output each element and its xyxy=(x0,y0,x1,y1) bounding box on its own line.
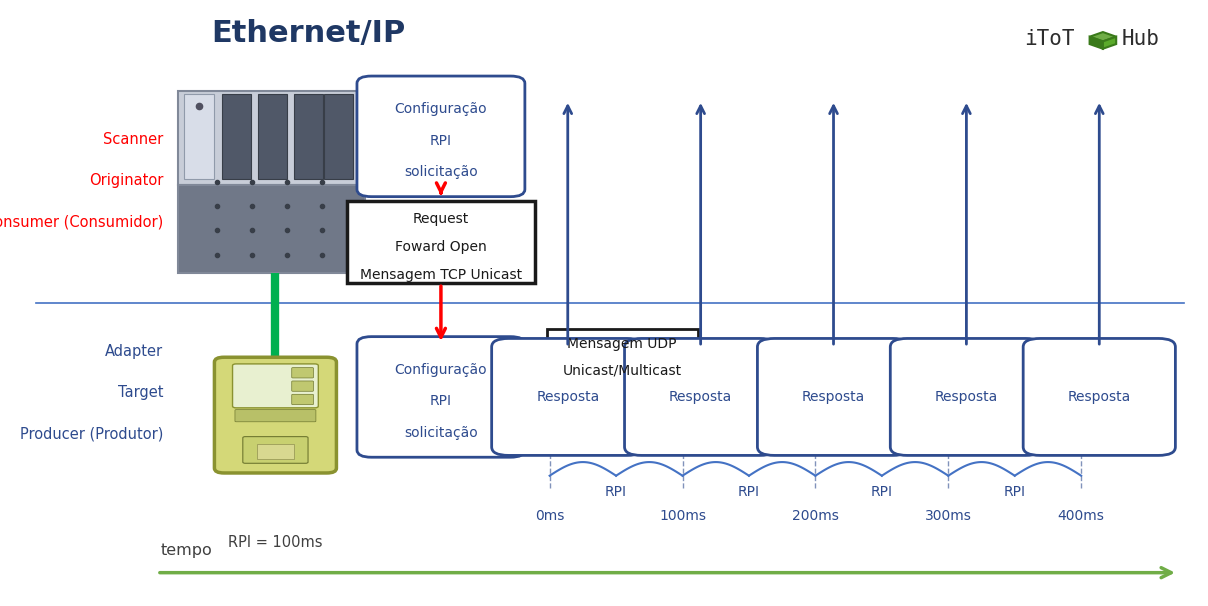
Polygon shape xyxy=(1090,32,1116,41)
Text: Target: Target xyxy=(117,385,163,400)
FancyBboxPatch shape xyxy=(234,410,316,422)
Text: RPI: RPI xyxy=(871,485,893,499)
FancyBboxPatch shape xyxy=(259,94,288,179)
FancyBboxPatch shape xyxy=(1023,338,1175,456)
Text: Adapter: Adapter xyxy=(105,344,163,359)
Text: RPI = 100ms: RPI = 100ms xyxy=(228,535,323,550)
FancyBboxPatch shape xyxy=(222,94,251,179)
Text: Resposta: Resposta xyxy=(1068,390,1131,404)
FancyBboxPatch shape xyxy=(257,444,294,459)
Text: Configuração: Configuração xyxy=(395,102,487,116)
FancyBboxPatch shape xyxy=(358,337,524,458)
FancyBboxPatch shape xyxy=(348,201,534,284)
FancyBboxPatch shape xyxy=(492,338,644,456)
Text: 400ms: 400ms xyxy=(1058,509,1104,523)
Text: Resposta: Resposta xyxy=(536,390,599,404)
FancyBboxPatch shape xyxy=(324,94,354,179)
Text: 100ms: 100ms xyxy=(660,509,705,523)
Polygon shape xyxy=(1103,37,1116,48)
Text: iToT: iToT xyxy=(1024,29,1075,50)
FancyBboxPatch shape xyxy=(295,94,324,179)
Text: RPI: RPI xyxy=(430,133,452,148)
FancyBboxPatch shape xyxy=(625,338,777,456)
Text: RPI: RPI xyxy=(605,485,627,499)
FancyBboxPatch shape xyxy=(179,185,365,273)
Text: Originator: Originator xyxy=(88,173,163,188)
FancyBboxPatch shape xyxy=(292,381,314,391)
Text: 300ms: 300ms xyxy=(925,509,971,523)
FancyBboxPatch shape xyxy=(546,328,698,387)
FancyBboxPatch shape xyxy=(243,436,308,463)
Text: Request: Request xyxy=(413,212,469,227)
Text: Scanner: Scanner xyxy=(103,132,163,147)
FancyBboxPatch shape xyxy=(185,94,215,179)
FancyBboxPatch shape xyxy=(215,358,336,473)
Text: Mensagem TCP Unicast: Mensagem TCP Unicast xyxy=(360,268,522,282)
FancyBboxPatch shape xyxy=(292,395,314,405)
FancyBboxPatch shape xyxy=(757,338,910,456)
Text: Foward Open: Foward Open xyxy=(395,240,487,255)
Text: RPI: RPI xyxy=(1004,485,1026,499)
Text: 0ms: 0ms xyxy=(535,509,564,523)
Text: Unicast/Multicast: Unicast/Multicast xyxy=(563,364,681,378)
FancyBboxPatch shape xyxy=(292,368,314,378)
Text: Resposta: Resposta xyxy=(935,390,998,404)
Text: Resposta: Resposta xyxy=(669,390,732,404)
Text: solicitação: solicitação xyxy=(403,165,478,179)
Text: solicitação: solicitação xyxy=(403,425,478,440)
Text: tempo: tempo xyxy=(161,542,213,558)
Polygon shape xyxy=(1090,37,1103,48)
Text: Ethernet/IP: Ethernet/IP xyxy=(211,19,405,48)
Text: 100ms: 100ms xyxy=(593,422,639,436)
Text: Hub: Hub xyxy=(1122,29,1160,50)
FancyBboxPatch shape xyxy=(232,364,319,408)
Text: Mensagem UDP: Mensagem UDP xyxy=(568,337,676,351)
FancyBboxPatch shape xyxy=(890,338,1043,456)
Text: RPI: RPI xyxy=(738,485,760,499)
Text: Producer (Produtor): Producer (Produtor) xyxy=(19,427,163,441)
Text: 200ms: 200ms xyxy=(792,509,838,523)
FancyBboxPatch shape xyxy=(358,76,524,196)
Text: RPI: RPI xyxy=(430,394,452,408)
Text: Consumer (Consumidor): Consumer (Consumidor) xyxy=(0,215,163,229)
Text: Configuração: Configuração xyxy=(395,362,487,377)
FancyBboxPatch shape xyxy=(179,91,365,185)
Text: Resposta: Resposta xyxy=(802,390,865,404)
